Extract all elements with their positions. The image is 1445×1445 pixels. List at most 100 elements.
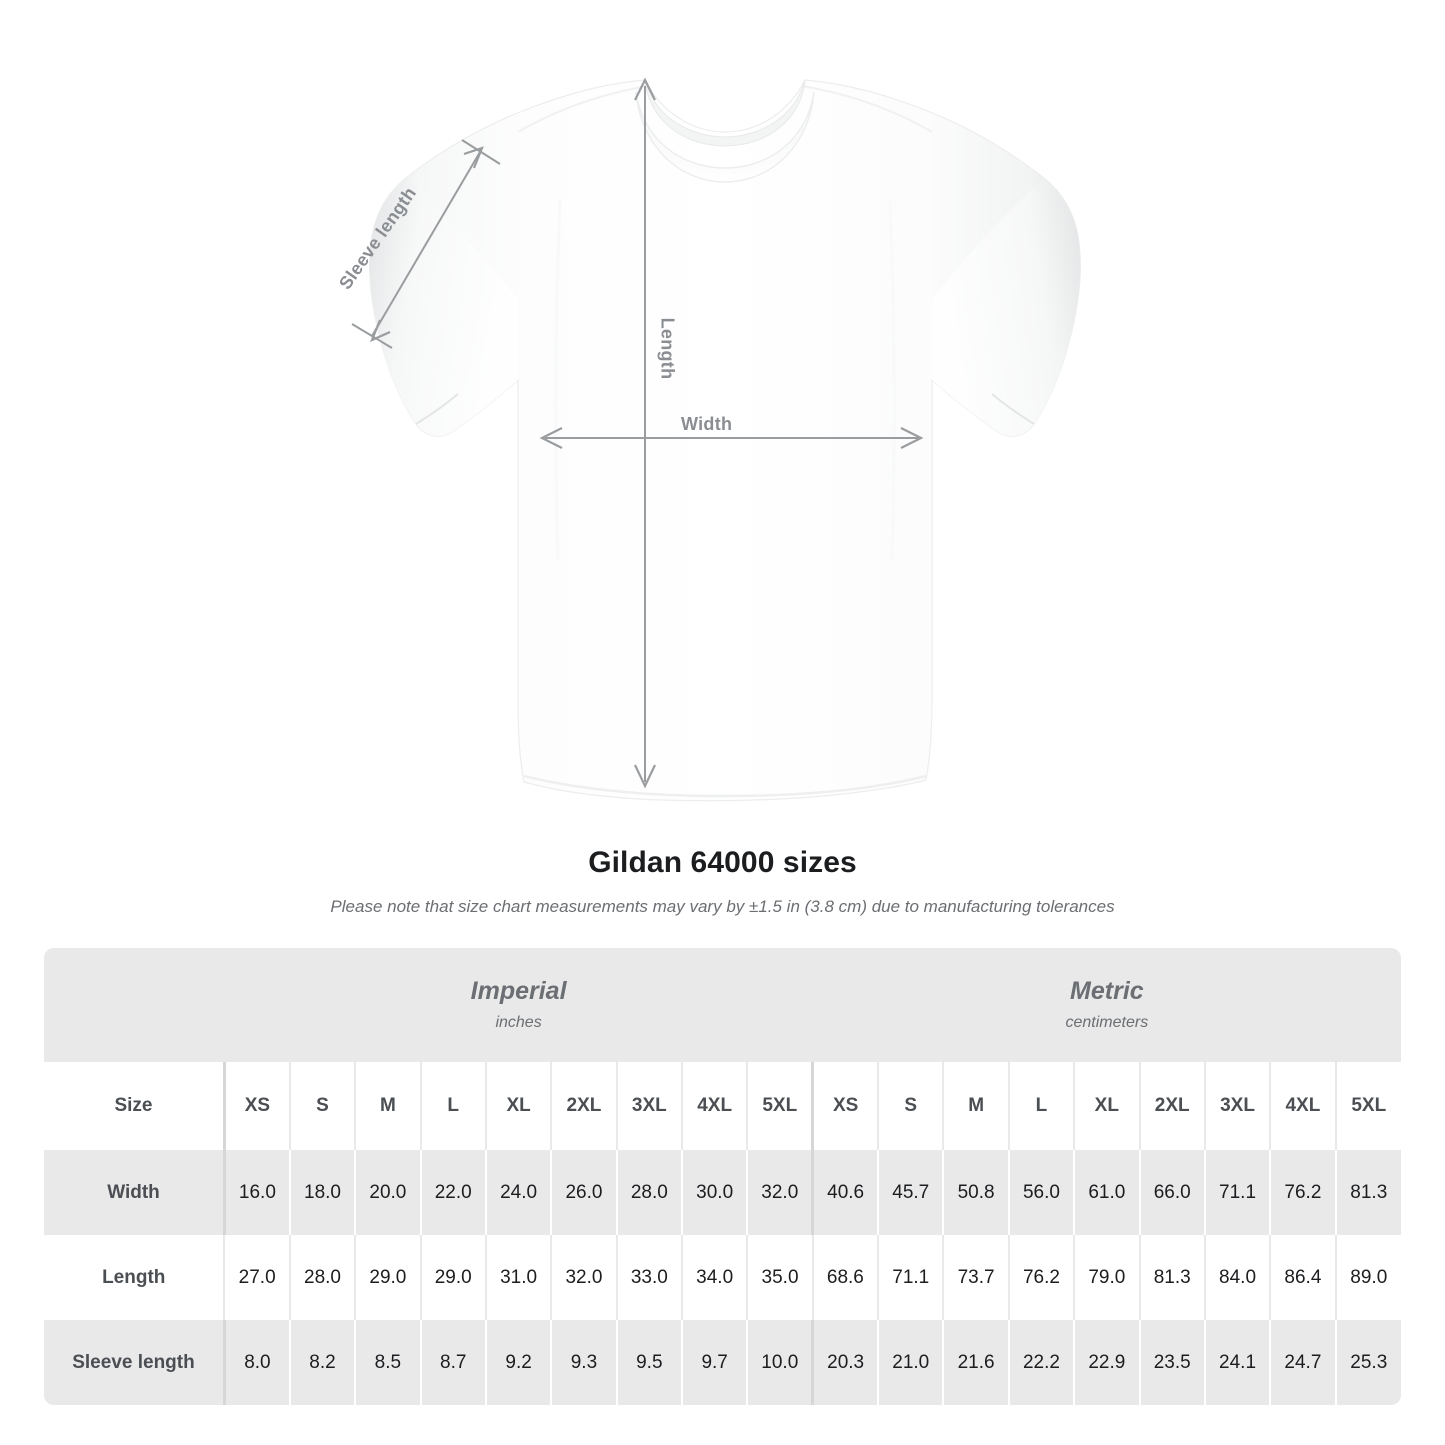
data-cell: 24.0	[484, 1150, 552, 1235]
data-cell: 81.3	[1334, 1150, 1401, 1235]
size-header-cell: XL	[484, 1062, 552, 1150]
data-cell: 21.6	[942, 1320, 1009, 1405]
bottom-hem-stitch	[523, 774, 927, 798]
data-cell: 30.0	[680, 1150, 748, 1235]
size-chart-table-wrapper: Imperial inches Metric centimeters Size XS S M L…	[44, 948, 1401, 1405]
size-header-cell: XL	[1073, 1062, 1140, 1150]
data-cell: 76.2	[1269, 1150, 1336, 1235]
data-cell: 71.1	[1203, 1150, 1271, 1235]
data-cell: 86.4	[1269, 1235, 1336, 1320]
neckline-opening	[635, 91, 815, 183]
data-cell: 32.0	[550, 1235, 617, 1320]
unit-header-row: Imperial inches Metric centimeters	[44, 948, 1401, 1062]
unit-name: Metric	[1070, 976, 1144, 1005]
data-cell: 50.8	[942, 1150, 1009, 1235]
sleeve-tick-bottom	[351, 323, 393, 349]
row-label-length: Length	[44, 1235, 225, 1320]
data-cell: 25.3	[1334, 1320, 1401, 1405]
data-cell: 24.1	[1203, 1320, 1271, 1405]
data-cell: 10.0	[746, 1320, 813, 1405]
data-cell: 56.0	[1007, 1150, 1075, 1235]
fabric-fold	[888, 199, 896, 561]
data-cell: 84.0	[1203, 1235, 1271, 1320]
data-cell: 26.0	[550, 1150, 617, 1235]
width-annotation: Width	[681, 414, 733, 434]
table-row: Width 16.0 18.0 20.0 22.0 24.0 26.0 28.0 30.0 32.…	[44, 1150, 1401, 1235]
collar-rib	[644, 79, 806, 147]
size-header-cell: 4XL	[680, 1062, 748, 1150]
data-cell: 22.0	[419, 1150, 486, 1235]
left-sleeve-hem	[415, 393, 459, 425]
tshirt-illustration	[351, 77, 1081, 802]
data-cell: 35.0	[746, 1235, 813, 1320]
length-arrowhead-bottom	[634, 764, 656, 789]
data-cell: 8.0	[222, 1320, 290, 1405]
data-cell: 27.0	[223, 1235, 290, 1320]
data-cell: 40.6	[811, 1150, 879, 1235]
data-cell: 8.2	[288, 1320, 356, 1405]
unit-subtitle: inches	[495, 1014, 542, 1032]
length-annotation: Length	[657, 317, 678, 380]
size-header-cell: 2XL	[550, 1062, 617, 1150]
sleeve-arrowhead-top	[463, 146, 484, 169]
data-cell: 61.0	[1073, 1150, 1140, 1235]
data-cell: 32.0	[746, 1150, 813, 1235]
size-header-cell: S	[877, 1062, 944, 1150]
width-arrowhead-right	[900, 427, 924, 449]
data-cell: 24.7	[1269, 1320, 1336, 1405]
unit-header-imperial: Imperial inches	[224, 948, 813, 1062]
sleeve-measure-line	[371, 151, 481, 337]
data-cell: 23.5	[1138, 1320, 1205, 1405]
data-cell: 21.0	[877, 1320, 944, 1405]
data-cell: 68.6	[811, 1235, 879, 1320]
size-header-cell: 2XL	[1138, 1062, 1205, 1150]
data-cell: 9.3	[550, 1320, 617, 1405]
page-title: Gildan 64000 sizes	[588, 846, 857, 879]
data-cell: 16.0	[222, 1150, 290, 1235]
data-cell: 31.0	[484, 1235, 552, 1320]
data-cell: 9.2	[484, 1320, 552, 1405]
title-block: Gildan 64000 sizes Please note that size…	[0, 830, 1445, 917]
right-shoulder-seam	[801, 85, 933, 133]
data-cell: 9.7	[680, 1320, 748, 1405]
unit-header-metric: Metric centimeters	[812, 948, 1401, 1062]
data-cell: 33.0	[615, 1235, 682, 1320]
length-arrowhead-top	[634, 77, 656, 101]
data-cell: 73.7	[942, 1235, 1009, 1320]
unit-subtitle: centimeters	[1065, 1014, 1149, 1032]
size-header-cell: L	[1007, 1062, 1075, 1150]
tolerance-note: Please note that size chart measurements…	[330, 897, 1115, 916]
left-sleeve-shading	[369, 178, 518, 437]
width-arrowhead-left	[539, 427, 563, 449]
data-cell: 45.7	[877, 1150, 944, 1235]
size-header-cell: M	[354, 1062, 421, 1150]
shirt-body-shape	[369, 79, 1081, 802]
unit-name: Imperial	[470, 976, 567, 1005]
table-row: Sleeve length 8.0 8.2 8.5 8.7 9.2 9.3 9.5 9.7 10.…	[44, 1320, 1401, 1405]
table-row: Length 27.0 28.0 29.0 29.0 31.0 32.0 33.0 34.0 35…	[44, 1235, 1401, 1320]
data-cell: 29.0	[354, 1235, 421, 1320]
size-header-cell: M	[942, 1062, 1009, 1150]
size-label-cell: Size	[44, 1062, 225, 1150]
tshirt-diagram: Sleeve length Length Width	[335, 77, 1081, 802]
fabric-fold	[554, 199, 562, 561]
size-header-cell: XS	[222, 1062, 290, 1150]
right-sleeve-shading	[932, 178, 1081, 437]
size-header-cell: S	[288, 1062, 356, 1150]
data-cell: 22.2	[1007, 1320, 1075, 1405]
size-header-cell: 5XL	[746, 1062, 813, 1150]
data-cell: 29.0	[419, 1235, 486, 1320]
data-cell: 76.2	[1007, 1235, 1075, 1320]
size-header-cell: L	[419, 1062, 486, 1150]
size-header-cell: 4XL	[1269, 1062, 1336, 1150]
data-cell: 66.0	[1138, 1150, 1205, 1235]
data-cell: 71.1	[877, 1235, 944, 1320]
size-header-cell: 5XL	[1334, 1062, 1401, 1150]
sleeve-arrowhead-bottom	[369, 319, 391, 343]
data-cell: 20.3	[811, 1320, 879, 1405]
data-cell: 89.0	[1334, 1235, 1401, 1320]
data-cell: 9.5	[615, 1320, 682, 1405]
unit-row-spacer	[44, 948, 225, 1062]
left-shoulder-seam	[517, 85, 649, 133]
data-cell: 28.0	[615, 1150, 682, 1235]
